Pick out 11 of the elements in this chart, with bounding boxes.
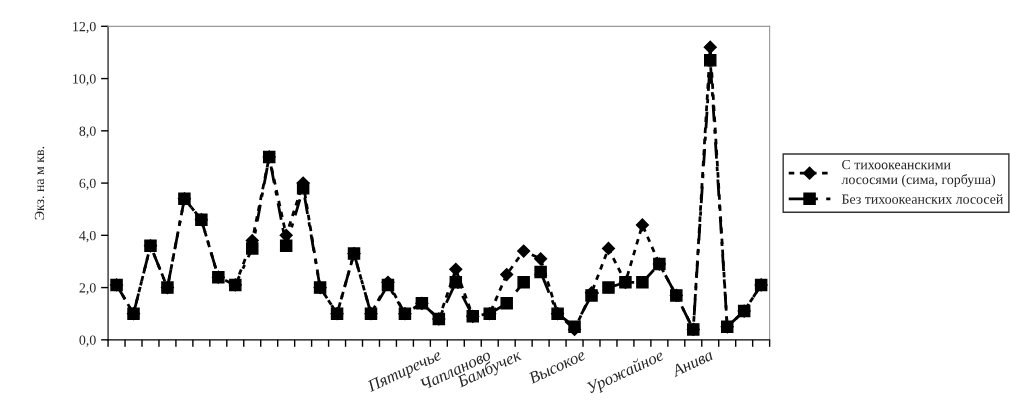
y-axis-title: Экз. на м кв. bbox=[34, 146, 45, 220]
legend-label: Без тихоокеанских лососей bbox=[841, 194, 1003, 204]
y-tick-label: 12,0 bbox=[73, 21, 96, 34]
y-tick-label: 2,0 bbox=[79, 283, 96, 295]
y-tick-label: 8,0 bbox=[79, 126, 96, 138]
y-tick-label: 0,0 bbox=[79, 335, 96, 347]
legend-label: С тихоокеанскими лососями (сима, горбуша) bbox=[841, 159, 996, 188]
x-tick-label: Анива bbox=[670, 348, 714, 378]
y-tick-label: 4,0 bbox=[79, 230, 96, 243]
y-tick-label: 10,0 bbox=[73, 74, 96, 86]
y-tick-label: 6,0 bbox=[79, 178, 96, 191]
